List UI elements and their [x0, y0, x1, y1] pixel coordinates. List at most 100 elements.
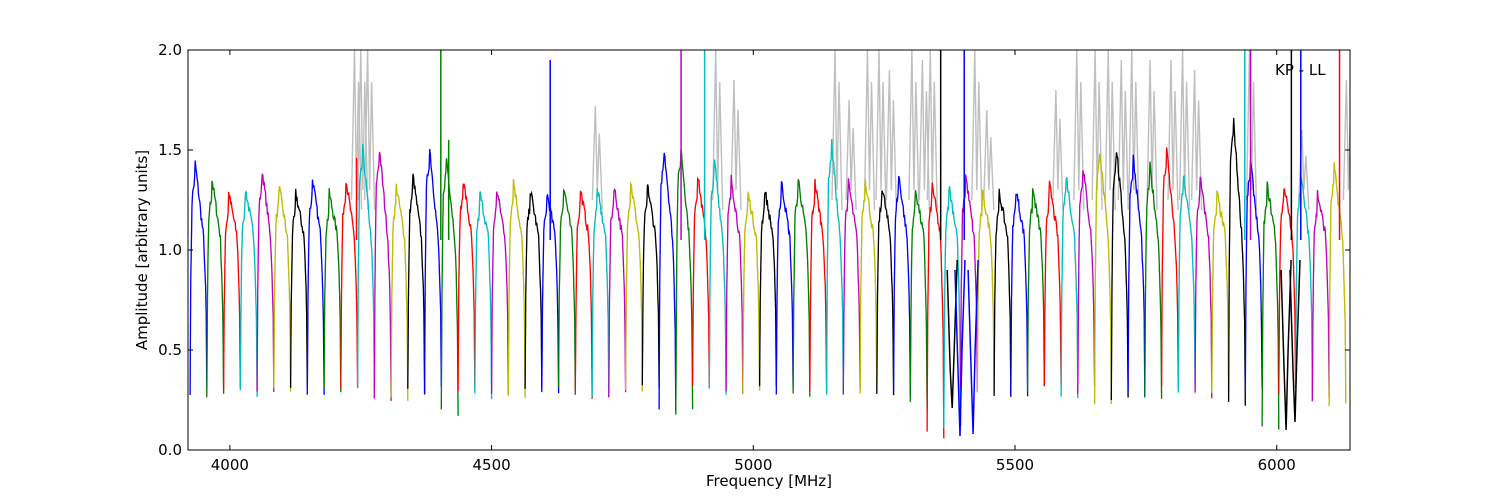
band-line — [1328, 162, 1347, 406]
band-line — [1278, 188, 1297, 395]
band-line — [340, 182, 359, 389]
y-tick-label: 1.0 — [158, 241, 182, 259]
band-line — [289, 188, 308, 388]
y-axis-label: Amplitude [arbitrary units] — [133, 150, 151, 350]
y-tick-label: 0.5 — [158, 341, 182, 359]
band-line — [390, 183, 409, 401]
background-spike — [730, 79, 742, 211]
background-spike — [885, 69, 898, 211]
band-line — [323, 188, 342, 393]
band-line — [792, 179, 811, 397]
dip-line — [967, 259, 979, 435]
band-line — [1211, 190, 1230, 393]
band-line — [1160, 147, 1179, 387]
y-tick-label: 0.0 — [158, 441, 182, 459]
background-spike — [363, 50, 376, 211]
band-line — [608, 188, 627, 398]
dip-line — [946, 259, 958, 409]
band-line — [1026, 188, 1045, 392]
band-line — [1060, 177, 1079, 399]
background-spike — [863, 50, 876, 211]
background-spike — [875, 50, 887, 211]
x-tick-label: 5000 — [734, 456, 772, 474]
band-line — [976, 189, 995, 393]
background-spike — [831, 50, 843, 211]
band-line — [926, 182, 945, 439]
band-line — [222, 191, 241, 390]
x-tick-label: 6000 — [1258, 456, 1296, 474]
band-line — [959, 174, 978, 390]
background-spike — [918, 59, 931, 211]
band-line — [1043, 180, 1062, 387]
band-line — [524, 190, 543, 389]
axis-ticks: 4000 4500 5000 5500 6000 0.0 0.5 1.0 1.5 2.0 — [158, 41, 1350, 474]
band-line — [1110, 152, 1129, 401]
band-line — [423, 149, 442, 395]
background-spike — [845, 99, 857, 211]
dip-line — [1280, 259, 1292, 431]
band-line — [859, 179, 878, 394]
band-line — [825, 138, 844, 396]
band-line — [457, 182, 476, 392]
band-line — [675, 149, 694, 415]
band-line — [1077, 170, 1096, 394]
band-line — [742, 190, 761, 393]
band-line — [641, 184, 660, 389]
band-line — [1311, 190, 1330, 402]
dip-line — [1289, 259, 1301, 423]
background-spike — [1245, 50, 1258, 211]
band-line — [1144, 161, 1163, 399]
background-spike — [1342, 79, 1350, 201]
band-line — [624, 181, 643, 392]
background-spike — [1073, 50, 1085, 211]
band-line — [1010, 193, 1029, 397]
band-line — [876, 190, 895, 396]
background-spike — [1052, 89, 1064, 211]
band-line — [306, 179, 325, 395]
band-line — [758, 191, 777, 387]
background-spike — [983, 109, 995, 211]
background-spike — [908, 50, 920, 211]
dip-line — [954, 259, 966, 437]
x-tick-label: 4500 — [472, 456, 510, 474]
y-tick-label: 2.0 — [158, 41, 182, 59]
background-spike — [1167, 59, 1179, 211]
band-line — [407, 173, 426, 395]
band-line — [206, 180, 225, 398]
band-line — [574, 190, 593, 399]
band-line — [725, 174, 744, 394]
x-tick-label: 5500 — [996, 456, 1034, 474]
band-line — [993, 188, 1012, 397]
background-spike — [971, 50, 983, 211]
background-spike — [1104, 50, 1116, 211]
band-line — [189, 160, 208, 396]
background-spike — [1190, 69, 1203, 211]
plot-annotation: KP - LL — [1275, 61, 1326, 79]
band-line — [507, 179, 526, 398]
band-line — [256, 173, 275, 393]
band-line — [842, 178, 861, 394]
band-line — [373, 151, 392, 401]
band-line — [474, 191, 493, 400]
band-line — [708, 159, 727, 395]
band-line — [1294, 177, 1313, 395]
band-series — [189, 117, 1347, 439]
band-line — [1227, 117, 1246, 406]
band-line — [809, 178, 828, 393]
band-line — [273, 185, 292, 392]
band-line — [1093, 153, 1112, 405]
band-line — [1261, 181, 1280, 430]
band-line — [1194, 176, 1213, 399]
background-spike — [1128, 50, 1140, 211]
band-line — [591, 188, 610, 398]
x-axis-label: Frequency [MHz] — [706, 472, 832, 490]
spike-series — [355, 50, 1341, 437]
band-line — [909, 190, 928, 409]
background-spike — [1117, 59, 1129, 211]
band-line — [892, 175, 911, 395]
band-line — [490, 191, 509, 396]
band-line — [1177, 174, 1196, 393]
band-line — [1127, 154, 1146, 398]
band-line — [239, 190, 258, 397]
